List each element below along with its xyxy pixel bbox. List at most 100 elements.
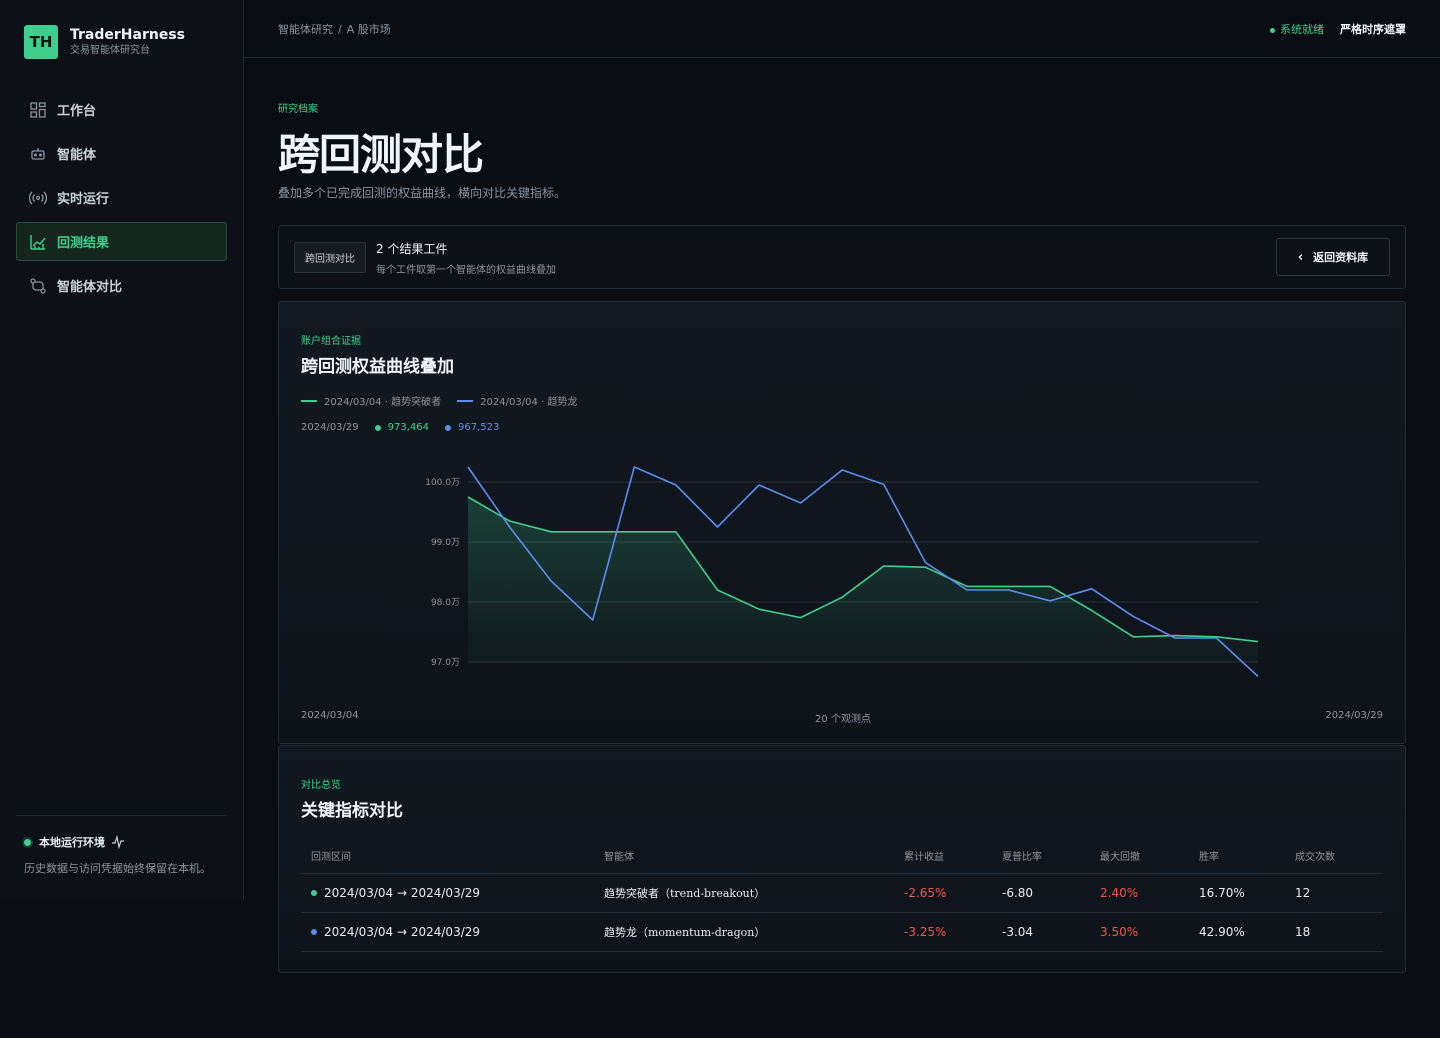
readout-value: 967,523 bbox=[445, 422, 499, 433]
status-area: 系统就绪 严格时序遮罩 bbox=[1270, 21, 1406, 37]
chart-title: 跨回测权益曲线叠加 bbox=[301, 357, 454, 377]
trades-cell: 18 bbox=[1285, 912, 1383, 952]
winrate-cell: 42.90% bbox=[1189, 912, 1285, 952]
sidebar-footer: 本地运行环境 历史数据与访问凭据始终保留在本机。 bbox=[16, 815, 227, 876]
artifact-bar: 跨回测对比 2 个结果工件 每个工件取第一个智能体的权益曲线叠加 ‹ 返回资料库 bbox=[278, 225, 1406, 289]
chevron-left-icon: ‹ bbox=[1297, 249, 1304, 265]
x-axis-center-label: 20 个观测点 bbox=[815, 714, 871, 725]
table-title: 关键指标对比 bbox=[301, 801, 403, 821]
return-cell: -2.65% bbox=[894, 873, 992, 913]
sidebar-item-label: 工作台 bbox=[57, 104, 97, 119]
env-status-dot bbox=[24, 838, 31, 846]
column-header[interactable]: 智能体 bbox=[594, 838, 894, 874]
chart-readout: 2024/03/29 973,464 967,523 bbox=[301, 422, 515, 433]
column-header[interactable]: 累计收益 bbox=[894, 838, 992, 874]
equity-chart[interactable]: 100.0万 99.0万 98.0万 97.0万 bbox=[279, 302, 1405, 743]
column-header[interactable]: 成交次数 bbox=[1285, 838, 1383, 874]
legend-swatch bbox=[301, 399, 317, 402]
sidebar-item-workbench[interactable]: 工作台 bbox=[16, 90, 227, 129]
sidebar-item-label: 智能体 bbox=[57, 148, 97, 163]
series-line-0 bbox=[467, 496, 1259, 643]
agent-cell: 趋势突破者（trend-breakout） bbox=[594, 873, 894, 913]
column-header[interactable]: 回测区间 bbox=[301, 838, 594, 874]
legend-item[interactable]: 2024/03/04 · 趋势龙 bbox=[457, 393, 577, 408]
sidebar-item-label: 回测结果 bbox=[57, 236, 110, 251]
series-dot bbox=[311, 889, 317, 896]
agent-cell: 趋势龙（momentum-dragon） bbox=[594, 912, 894, 952]
pulse-icon bbox=[112, 835, 124, 849]
drawdown-cell: 2.40% bbox=[1090, 873, 1189, 913]
table-eyebrow: 对比总览 bbox=[301, 780, 341, 791]
page-eyebrow: 研究档案 bbox=[278, 104, 318, 115]
back-to-library-button[interactable]: ‹ 返回资料库 bbox=[1276, 238, 1390, 276]
column-header[interactable]: 夏普比率 bbox=[992, 838, 1090, 874]
chart-icon bbox=[30, 234, 46, 250]
range-cell: 2024/03/04 → 2024/03/29 bbox=[324, 885, 481, 900]
legend-label: 2024/03/04 · 趋势龙 bbox=[480, 397, 578, 408]
breadcrumb-root[interactable]: 智能体研究 bbox=[278, 23, 333, 36]
sidebar-item-compare[interactable]: 智能体对比 bbox=[16, 266, 227, 305]
y-tick-label: 100.0万 bbox=[425, 478, 460, 488]
trades-cell: 12 bbox=[1285, 873, 1383, 913]
x-axis-end: 2024/03/29 bbox=[1325, 710, 1383, 721]
series-line-1 bbox=[467, 466, 1259, 677]
chart-eyebrow: 账户组合证据 bbox=[301, 336, 361, 347]
y-tick-label: 97.0万 bbox=[431, 658, 460, 668]
drawdown-cell: 3.50% bbox=[1090, 912, 1189, 952]
system-status: 系统就绪 bbox=[1270, 21, 1324, 37]
artifact-title: 2 个结果工件 bbox=[376, 242, 448, 256]
sidebar: TH TraderHarness 交易智能体研究台 工作台 智能体 实时运行 回… bbox=[0, 0, 244, 900]
legend-label: 2024/03/04 · 趋势突破者 bbox=[324, 397, 442, 408]
page-header: 研究档案 跨回测对比 叠加多个已完成回测的权益曲线，横向对比关键指标。 bbox=[278, 100, 566, 201]
column-header[interactable]: 胜率 bbox=[1189, 838, 1285, 874]
env-label: 本地运行环境 bbox=[39, 836, 105, 849]
table-header-row: 回测区间 智能体 累计收益 夏普比率 最大回撤 胜率 成交次数 bbox=[301, 838, 1383, 874]
legend-swatch bbox=[457, 399, 474, 402]
page-title: 跨回测对比 bbox=[278, 130, 484, 179]
sidebar-item-agents[interactable]: 智能体 bbox=[16, 134, 227, 173]
sidebar-nav: 工作台 智能体 实时运行 回测结果 智能体对比 bbox=[16, 90, 227, 310]
sidebar-item-live[interactable]: 实时运行 bbox=[16, 178, 227, 217]
metrics-table: 回测区间 智能体 累计收益 夏普比率 最大回撤 胜率 成交次数 2024/03/… bbox=[301, 838, 1383, 952]
sharpe-cell: -6.80 bbox=[992, 873, 1090, 913]
brand-name: TraderHarness bbox=[70, 27, 185, 43]
sidebar-item-label: 实时运行 bbox=[57, 192, 110, 207]
series-area bbox=[468, 497, 1258, 662]
brand-subtitle: 交易智能体研究台 bbox=[70, 45, 150, 56]
sharpe-cell: -3.04 bbox=[992, 912, 1090, 952]
env-note: 历史数据与访问凭据始终保留在本机。 bbox=[24, 862, 211, 875]
y-tick-label: 98.0万 bbox=[431, 598, 460, 608]
brand[interactable]: TH TraderHarness 交易智能体研究台 bbox=[24, 25, 185, 59]
readout-date: 2024/03/29 bbox=[301, 422, 359, 433]
broadcast-icon bbox=[29, 191, 47, 204]
table-row[interactable]: 2024/03/04 → 2024/03/29 趋势龙（momentum-dra… bbox=[301, 912, 1383, 952]
sidebar-item-backtests[interactable]: 回测结果 bbox=[16, 222, 227, 261]
grid-icon bbox=[30, 101, 46, 118]
series-dot bbox=[311, 928, 317, 935]
x-axis-start: 2024/03/04 bbox=[301, 710, 359, 721]
column-header[interactable]: 最大回撤 bbox=[1090, 838, 1189, 874]
mode-badge: 严格时序遮罩 bbox=[1340, 23, 1406, 36]
chart-legend: 2024/03/04 · 趋势突破者 2024/03/04 · 趋势龙 bbox=[301, 393, 593, 408]
robot-icon bbox=[31, 147, 45, 160]
winrate-cell: 16.70% bbox=[1189, 873, 1285, 913]
metrics-panel: 对比总览 关键指标对比 回测区间 智能体 累计收益 夏普比率 最大回撤 胜率 成… bbox=[278, 745, 1406, 973]
topbar: 智能体研究 / A 股市场 系统就绪 严格时序遮罩 bbox=[244, 0, 1440, 58]
artifact-subtitle: 每个工件取第一个智能体的权益曲线叠加 bbox=[376, 265, 556, 276]
readout-value: 973,464 bbox=[374, 422, 429, 433]
sidebar-item-label: 智能体对比 bbox=[57, 280, 123, 295]
equity-chart-panel: 100.0万 99.0万 98.0万 97.0万 账户组合证据 跨回测权益曲线叠加 2… bbox=[278, 301, 1406, 744]
breadcrumb-separator: / bbox=[338, 23, 342, 36]
breadcrumb-current: A 股市场 bbox=[346, 23, 391, 36]
y-tick-label: 99.0万 bbox=[431, 538, 460, 548]
brand-logo: TH bbox=[24, 25, 58, 59]
range-cell: 2024/03/04 → 2024/03/29 bbox=[324, 924, 481, 939]
table-row[interactable]: 2024/03/04 → 2024/03/29 趋势突破者（trend-brea… bbox=[301, 873, 1383, 913]
return-cell: -3.25% bbox=[894, 912, 992, 952]
artifact-tag: 跨回测对比 bbox=[294, 242, 366, 273]
breadcrumb: 智能体研究 / A 股市场 bbox=[278, 21, 391, 37]
back-button-label: 返回资料库 bbox=[1313, 251, 1369, 264]
page-description: 叠加多个已完成回测的权益曲线，横向对比关键指标。 bbox=[278, 186, 567, 200]
legend-item[interactable]: 2024/03/04 · 趋势突破者 bbox=[301, 393, 441, 408]
compare-icon bbox=[30, 277, 46, 294]
